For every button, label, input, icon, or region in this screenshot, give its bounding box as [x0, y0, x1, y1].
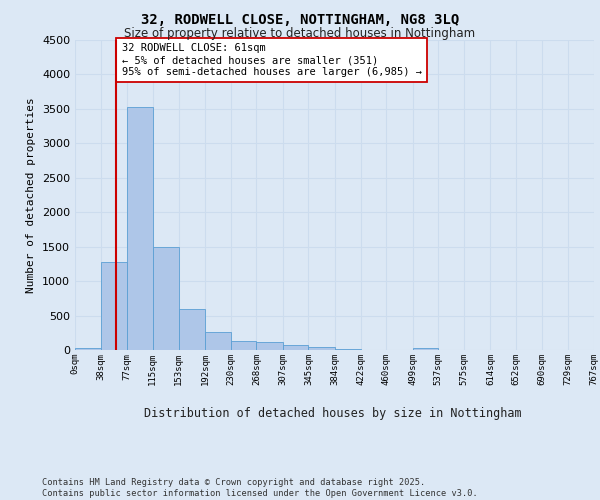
Text: Size of property relative to detached houses in Nottingham: Size of property relative to detached ho…	[124, 28, 476, 40]
Bar	[101, 262, 127, 350]
Bar	[75, 348, 101, 350]
Bar	[179, 308, 205, 350]
Bar	[205, 332, 230, 350]
Bar	[127, 107, 153, 350]
Y-axis label: Number of detached properties: Number of detached properties	[26, 97, 37, 293]
Bar	[283, 345, 308, 350]
Text: Distribution of detached houses by size in Nottingham: Distribution of detached houses by size …	[144, 408, 522, 420]
Text: 32, RODWELL CLOSE, NOTTINGHAM, NG8 3LQ: 32, RODWELL CLOSE, NOTTINGHAM, NG8 3LQ	[141, 12, 459, 26]
Bar	[256, 342, 283, 350]
Bar	[230, 341, 256, 350]
Text: 32 RODWELL CLOSE: 61sqm
← 5% of detached houses are smaller (351)
95% of semi-de: 32 RODWELL CLOSE: 61sqm ← 5% of detached…	[122, 44, 422, 76]
Bar	[413, 348, 439, 350]
Bar	[308, 346, 335, 350]
Text: Contains HM Land Registry data © Crown copyright and database right 2025.
Contai: Contains HM Land Registry data © Crown c…	[42, 478, 478, 498]
Bar	[153, 248, 179, 350]
Bar	[335, 348, 361, 350]
